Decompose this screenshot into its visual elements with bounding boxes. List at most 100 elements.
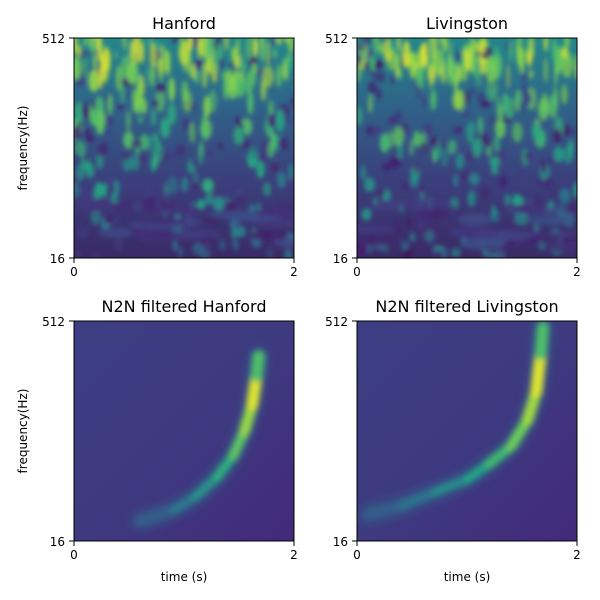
noise-blob	[471, 86, 476, 96]
noise-blob	[284, 248, 291, 258]
noise-blob	[160, 117, 171, 139]
noise-blob	[246, 38, 251, 61]
noise-blob	[182, 90, 192, 113]
noise-streak	[135, 71, 140, 85]
noise-blob	[180, 177, 189, 192]
noise-blob	[256, 161, 265, 179]
noise-blob	[498, 148, 507, 163]
noise-streak	[128, 40, 132, 65]
chirp-segment	[169, 493, 199, 514]
noise-streak	[519, 38, 522, 46]
noise-blob	[116, 104, 125, 110]
noise-blob	[168, 152, 179, 160]
noise-blob	[450, 196, 459, 209]
noise-blob	[483, 131, 488, 141]
noise-blob	[101, 142, 108, 156]
noise-blob	[392, 126, 404, 147]
noise-blob	[401, 181, 410, 191]
noise-blob	[74, 56, 82, 81]
y-axis-label: frequency(Hz)	[16, 389, 30, 474]
noise-band	[401, 198, 451, 211]
noise-blob	[379, 133, 390, 153]
chirp-segment	[430, 475, 471, 497]
noise-blob	[198, 141, 204, 157]
spectrogram-image	[74, 38, 294, 258]
noise-blob	[122, 151, 130, 161]
panel-title: N2N filtered Hanford	[101, 297, 266, 316]
noise-blob	[124, 89, 132, 99]
chirp-segment	[530, 348, 547, 398]
noise-band	[415, 210, 451, 219]
noise-blob	[541, 161, 546, 174]
noise-blob	[447, 139, 457, 155]
noise-streak	[507, 63, 510, 89]
noise-blob	[178, 41, 191, 66]
noise-streak	[252, 62, 257, 74]
noise-blob	[241, 139, 252, 150]
noise-blob	[477, 116, 484, 135]
noise-blob	[421, 94, 427, 108]
noise-blob	[370, 126, 382, 137]
x-tick-label: 2	[573, 265, 581, 279]
noise-blob	[545, 176, 551, 189]
noise-blob	[465, 150, 475, 163]
noise-blob	[234, 189, 244, 198]
noise-streak	[449, 41, 452, 64]
y-tick-label: 512	[42, 315, 65, 329]
noise-blob	[224, 201, 237, 212]
noise-streak	[421, 48, 425, 68]
noise-blob	[387, 116, 399, 126]
panel-title: Livingston	[426, 14, 508, 33]
noise-streak	[452, 60, 458, 73]
noise-blob	[166, 176, 179, 195]
chirp-segment	[137, 507, 176, 525]
noise-blob	[96, 116, 103, 135]
y-tick-label: 512	[325, 32, 348, 46]
noise-streak	[221, 70, 226, 81]
noise-blob	[418, 184, 424, 192]
noise-streak	[217, 50, 220, 74]
noise-streak	[358, 61, 361, 83]
y-tick-label: 16	[50, 535, 65, 549]
noise-blob	[499, 179, 504, 187]
noise-blob	[168, 77, 175, 102]
noise-blob	[223, 79, 229, 100]
x-tick-label: 0	[353, 548, 361, 562]
noise-band	[357, 237, 402, 246]
noise-blob	[132, 89, 137, 114]
noise-blob	[120, 83, 125, 104]
noise-streak	[476, 67, 481, 87]
noise-blob	[190, 159, 201, 167]
noise-streak	[378, 41, 384, 55]
noise-band	[504, 239, 532, 248]
noise-blob	[374, 71, 386, 83]
y-tick-label: 512	[42, 32, 65, 46]
noise-streak	[225, 38, 228, 51]
noise-band	[457, 213, 493, 226]
noise-streak	[233, 49, 238, 63]
noise-blob	[105, 115, 114, 127]
noise-streak	[448, 57, 453, 78]
noise-blob	[538, 241, 546, 251]
x-tick-label: 2	[290, 548, 298, 562]
noise-blob	[131, 139, 143, 149]
noise-blob	[566, 127, 577, 136]
noise-blob	[219, 57, 224, 70]
noise-blob	[403, 248, 413, 258]
chirp-segment	[397, 489, 438, 510]
noise-blob	[155, 141, 164, 163]
noise-streak	[429, 63, 434, 85]
noise-streak	[231, 46, 234, 62]
noise-band	[372, 200, 407, 210]
noise-blob	[357, 244, 368, 257]
noise-streak	[197, 38, 202, 59]
noise-blob	[162, 188, 170, 202]
noise-blob	[139, 134, 150, 151]
noise-blob	[288, 162, 294, 182]
noise-blob	[75, 163, 86, 181]
plot-frame	[356, 37, 578, 259]
noise-blob	[415, 221, 426, 231]
noise-blob	[261, 65, 274, 88]
noise-blob	[178, 246, 183, 258]
noise-streak	[463, 48, 466, 57]
